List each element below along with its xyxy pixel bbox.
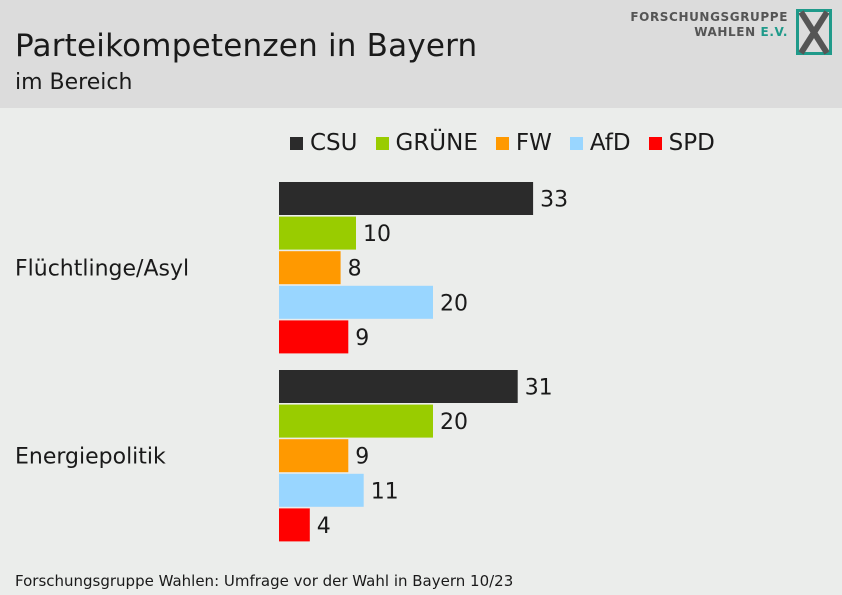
- bar-grüne-0: [279, 216, 356, 250]
- logo-line-2a: WAHLEN: [694, 25, 756, 39]
- legend-swatch: [375, 136, 389, 150]
- data-label: 20: [440, 291, 468, 316]
- chart-title: Parteikompetenzen in Bayern: [15, 28, 478, 64]
- category-label: Flüchtlinge/Asyl: [15, 257, 189, 282]
- chart-legend: CSU GRÜNE FW AfD SPD: [290, 130, 733, 156]
- data-label: 8: [348, 257, 362, 282]
- data-label: 31: [525, 376, 553, 401]
- logo-line-2b: E.V.: [760, 25, 788, 39]
- legend-item-fw: FW: [495, 130, 552, 156]
- legend-label: FW: [515, 130, 552, 156]
- logo-line-1: FORSCHUNGSGRUPPE: [630, 10, 788, 24]
- legend-swatch: [569, 136, 583, 150]
- bar-afd-1: [279, 473, 364, 507]
- legend-item-grüne: GRÜNE: [375, 130, 478, 156]
- bar-spd-1: [279, 508, 310, 542]
- legend-swatch: [290, 136, 303, 150]
- legend-item-spd: SPD: [648, 130, 715, 156]
- data-label: 33: [540, 188, 568, 213]
- category-label: Energiepolitik: [15, 445, 166, 470]
- legend-label: GRÜNE: [395, 130, 478, 156]
- bar-afd-0: [279, 285, 433, 319]
- data-label: 9: [355, 326, 369, 351]
- bar-spd-0: [279, 320, 349, 354]
- legend-label: AfD: [589, 130, 631, 156]
- header-band: Parteikompetenzen in Bayern im Bereich F…: [0, 0, 842, 108]
- logo-text: FORSCHUNGSGRUPPE WAHLEN E.V.: [630, 10, 788, 40]
- source-note: Forschungsgruppe Wahlen: Umfrage vor der…: [15, 572, 514, 590]
- data-label: 4: [317, 514, 331, 539]
- legend-item-csu: CSU: [290, 130, 358, 156]
- bar-grüne-1: [279, 404, 433, 438]
- logo-icon: [796, 9, 832, 55]
- legend-swatch: [495, 136, 509, 150]
- legend-label: CSU: [310, 130, 358, 156]
- bar-fw-0: [279, 251, 341, 285]
- data-label: 10: [363, 222, 391, 247]
- bar-csu-1: [279, 370, 518, 403]
- data-label: 20: [440, 410, 468, 435]
- legend-item-afd: AfD: [569, 130, 631, 156]
- data-label: 11: [371, 479, 399, 504]
- legend-swatch: [648, 136, 662, 150]
- data-label: 9: [355, 445, 369, 470]
- bar-fw-1: [279, 439, 349, 473]
- bar-csu-0: [279, 182, 534, 215]
- legend-label: SPD: [668, 130, 715, 156]
- logo-line-2: WAHLEN E.V.: [630, 25, 788, 40]
- chart-subtitle: im Bereich: [15, 70, 133, 95]
